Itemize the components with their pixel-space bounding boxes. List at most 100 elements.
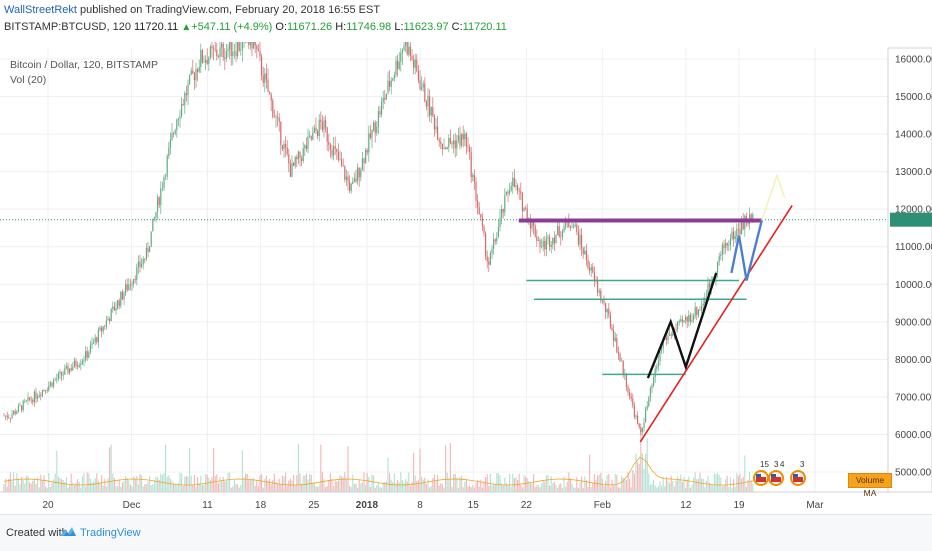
volume-bar [448,478,450,492]
volume-bar [37,477,39,492]
candle-body [677,322,679,330]
price-chart[interactable]: 16000.00 15000.00 14000.00 13000.00 12000.00… [0,25,932,514]
candle-body [678,320,680,323]
volume-bar [568,472,570,492]
volume-bar [389,473,391,492]
candle-body [633,405,635,417]
candle-body [632,398,634,406]
volume-bar [480,479,482,492]
author-link[interactable]: WallStreetRekt [4,4,77,16]
volume-bar [619,487,621,492]
volume-bar [270,484,272,492]
volume-bar [320,444,322,492]
candle-body [686,316,688,322]
candle-body [531,222,533,229]
candle-body [742,220,744,230]
candle-body [33,391,35,403]
volume-bar [702,478,704,492]
candle-body [128,284,130,291]
blue-zigzag-path [730,220,763,281]
candle-body [592,266,594,273]
candle-body [459,135,461,146]
volume-bar [160,473,162,492]
volume-bar [465,479,467,492]
candle-body [509,190,511,194]
volume-bar [424,477,426,492]
volume-bar [558,484,560,492]
candle-body [385,93,387,100]
candle-body [494,239,496,242]
volume-bar [680,474,682,492]
volume-bar [129,484,131,492]
volume-bar [589,454,591,492]
volume-bar [57,476,59,492]
candle-body [107,318,109,321]
candle-body [318,119,320,137]
volume-bar [501,483,503,492]
low-label: L: [394,21,404,33]
volume-bar [259,475,261,492]
candle-body [448,138,450,148]
volume-bar [283,476,285,492]
candle-body [75,360,77,367]
candle-body [209,46,211,58]
candle-body [86,351,88,358]
candle-body [115,308,117,311]
volume-bar [553,481,555,492]
volume-bar [734,486,736,492]
volume-bar [736,473,738,492]
volume-bar [321,472,323,492]
volume-bar [341,476,343,492]
volume-bar [169,478,171,492]
volume-bar [198,483,200,492]
candle-body [270,94,272,101]
volume-bar [577,487,579,492]
event-badge-2[interactable] [788,462,810,490]
volume-bar [654,485,656,492]
volume-bar [473,487,475,492]
tradingview-link[interactable]: TradingView [80,527,141,539]
volume-bar [307,479,309,492]
volume-bar [373,475,375,492]
volume-bar [744,455,746,492]
candle-body [21,405,23,411]
candle-body [616,338,618,353]
candle-body [456,140,458,149]
candle-body [353,178,355,182]
candle-body [473,175,475,182]
candle-body [200,50,202,67]
candle-body [750,214,752,221]
volume-bar [584,476,586,492]
candle-body [59,372,61,374]
y-tick-label: 15000.00 [895,92,932,103]
volume-bar [614,473,616,492]
chart-area[interactable]: 16000.00 15000.00 14000.00 13000.00 12000.00… [0,25,932,514]
candle-body [350,183,352,191]
candle-body [25,400,27,402]
volume-bar [328,480,330,492]
candle-body [653,377,655,386]
volume-bar [214,475,216,492]
candle-body [301,157,303,161]
candle-body [491,248,493,253]
volume-bar [630,487,632,492]
event-badge-group[interactable] [752,462,812,490]
candle-body [288,154,290,164]
volume-bar [262,487,264,492]
volume-bar [93,481,95,492]
y-tick-label: 12000.00 [895,205,932,216]
volume-bar [69,485,71,492]
candle-body [641,428,643,433]
volume-bar [344,472,346,492]
candle-body [203,62,205,63]
volume-bar [377,483,379,492]
candle-body [696,307,698,316]
candle-body [121,291,123,300]
candle-body [72,367,74,371]
volume-bar [225,480,227,492]
candle-body [646,405,648,410]
volume-bar [701,478,703,492]
candle-body [177,118,179,120]
candle-body [736,228,738,237]
volume-bar [686,479,688,492]
